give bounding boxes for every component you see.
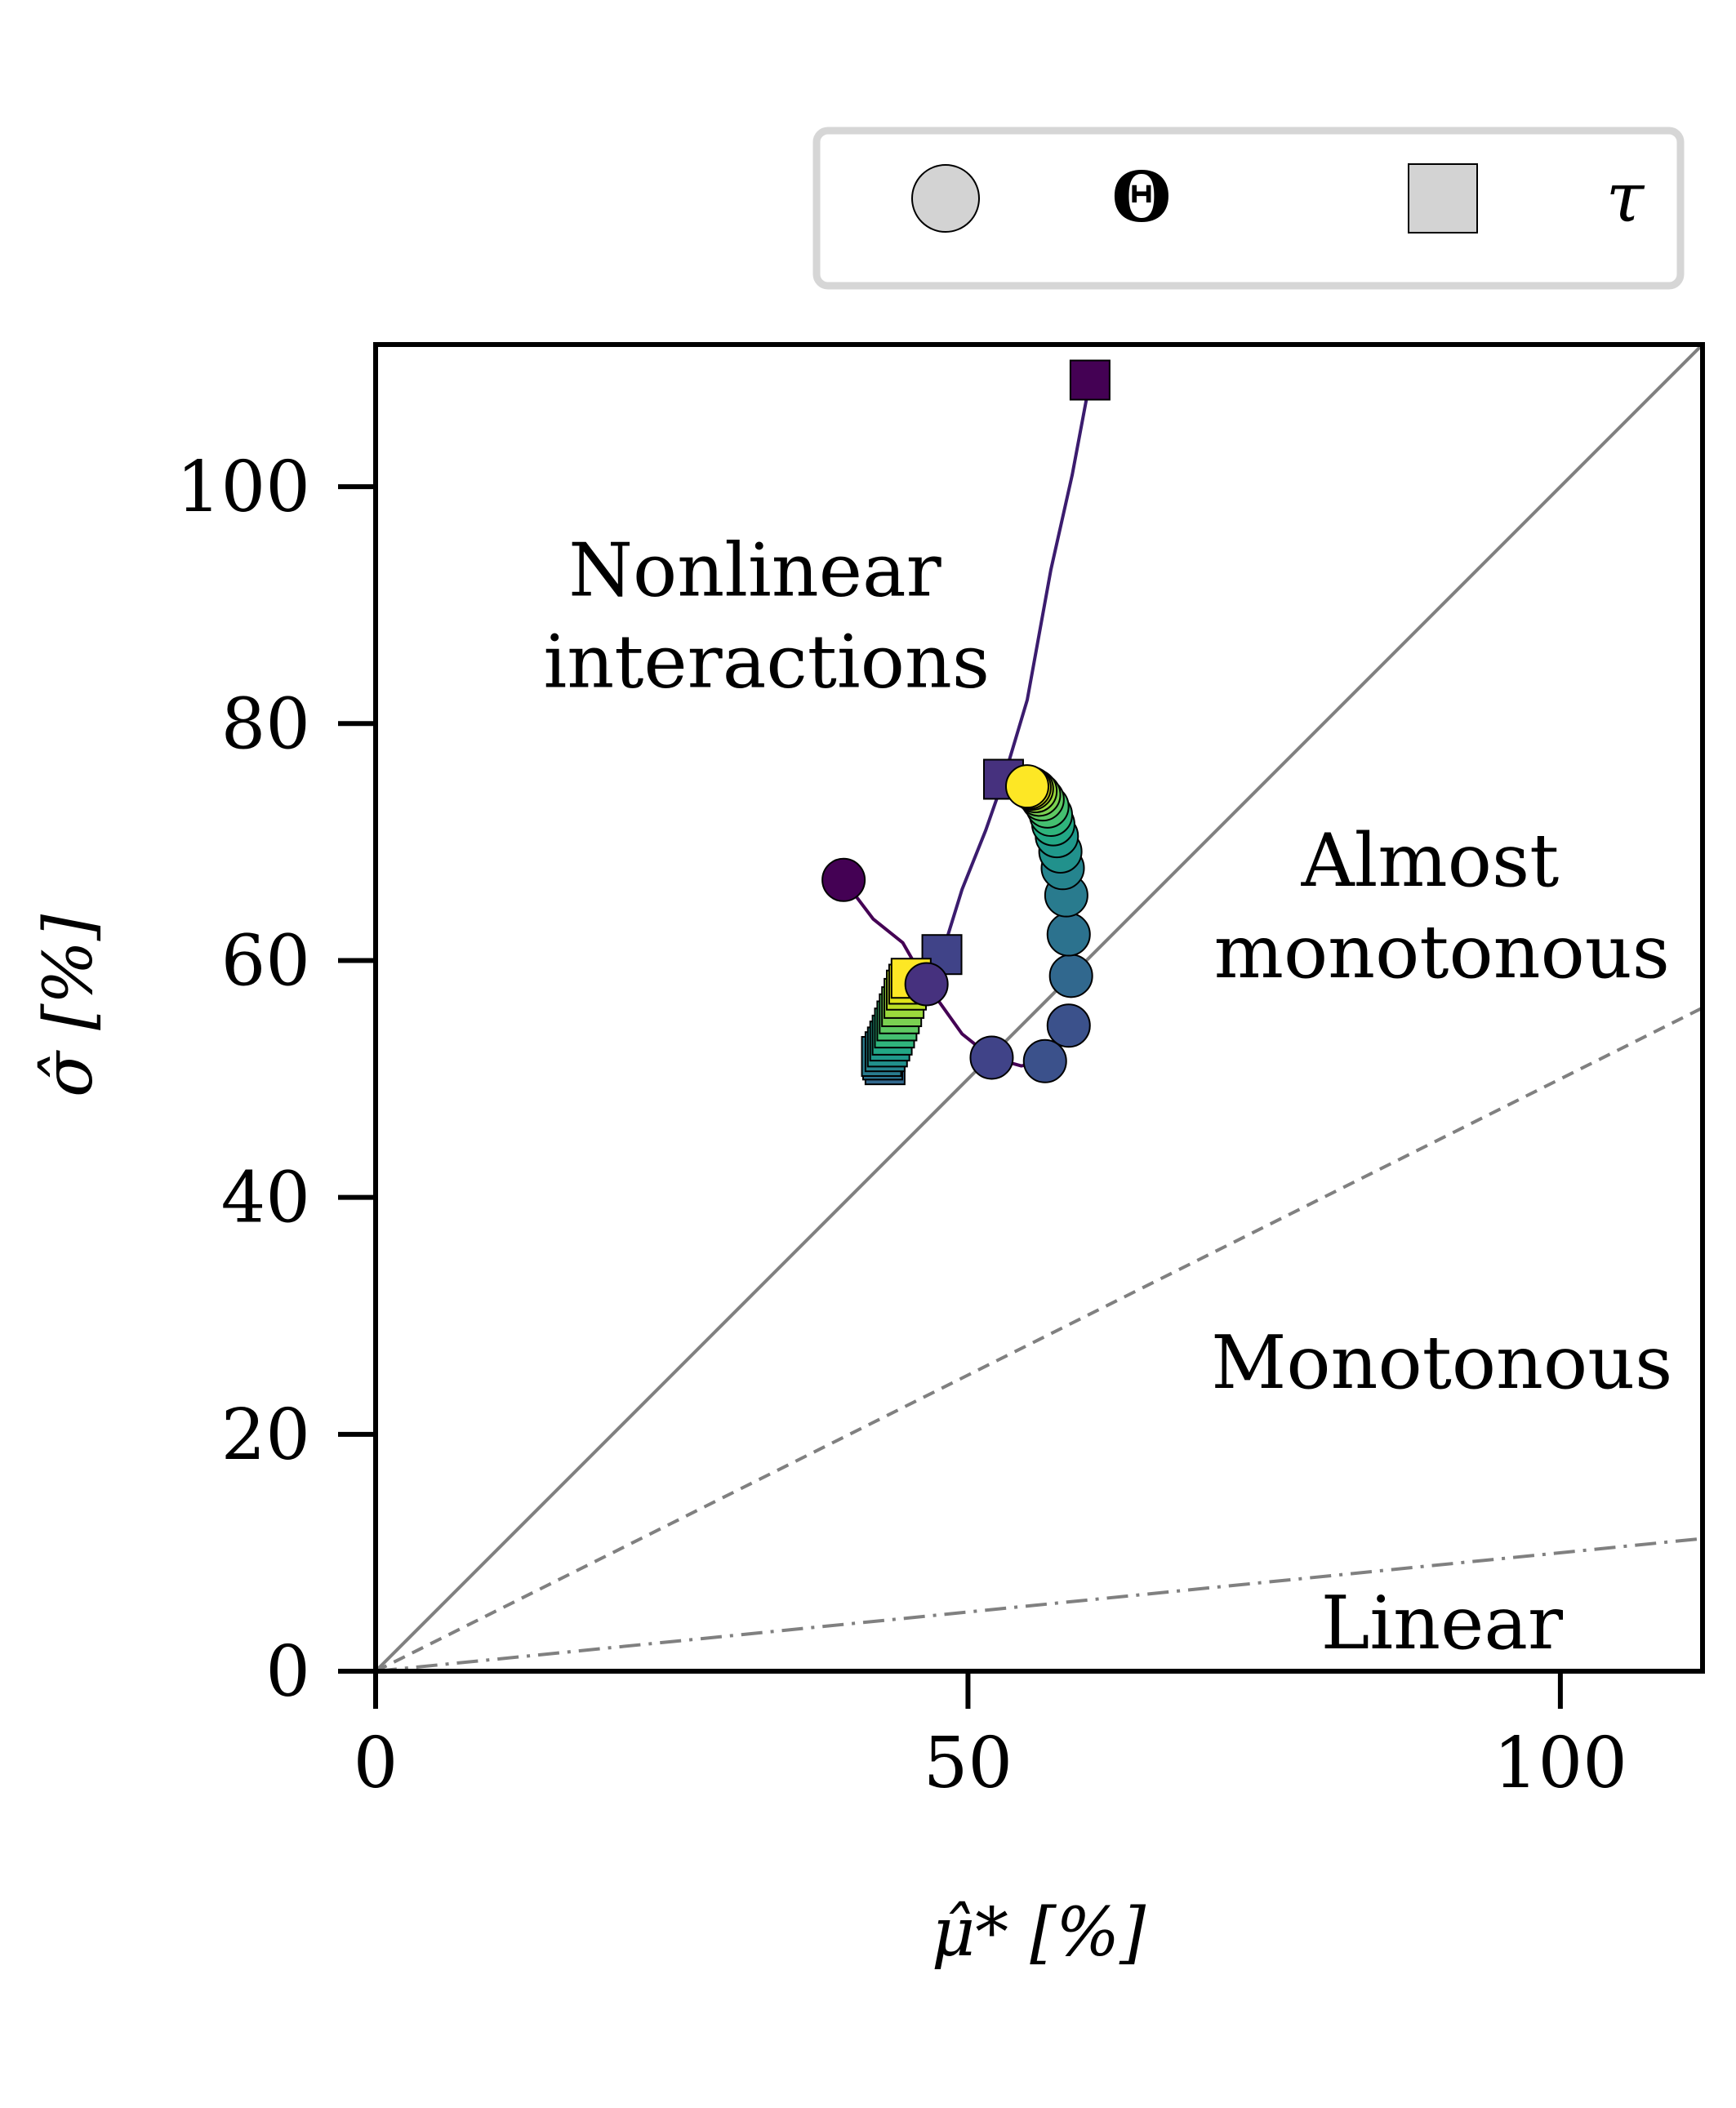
legend-square-marker: [1408, 163, 1478, 233]
theta-point-6: [1046, 912, 1091, 957]
theta-point-1: [904, 962, 949, 1007]
region-labels: Nonlinear interactions Almost monotonous…: [544, 528, 1673, 1666]
reference-line-nonlinear: [376, 345, 1703, 1671]
y-tick-label: 40: [221, 1158, 310, 1239]
region-label-nonlinear: Nonlinear interactions: [544, 528, 990, 705]
y-axis-ticks: 0 20 40 60 80 100: [176, 447, 376, 1713]
tau-point-0: [1069, 359, 1111, 401]
axes-frame: [373, 342, 1705, 1674]
trend-curve-Θ-path: [842, 878, 1046, 1068]
trend-curves: [842, 380, 1092, 1068]
x-axis-label: μ̂* [%]: [932, 1894, 1146, 1972]
region-label-monotonous: Monotonous: [1211, 1320, 1672, 1406]
legend-circle-marker: [911, 164, 980, 233]
theta-point-19: [1004, 764, 1049, 809]
reference-line-linear: [376, 1537, 1703, 1671]
data-markers: [821, 359, 1111, 1086]
reference-lines: [376, 345, 1703, 1671]
x-axis-ticks: 0 50 100: [354, 1671, 1627, 1804]
y-tick-label: 60: [221, 920, 310, 1002]
theta-point-3: [1022, 1038, 1067, 1083]
y-axis-label: σ̂ [%]: [30, 914, 108, 1097]
theta-point-4: [1046, 1003, 1091, 1048]
y-tick-label: 0: [265, 1631, 310, 1713]
theta-point-2: [969, 1035, 1014, 1080]
x-tick-label: 0: [354, 1723, 398, 1804]
theta-point-5: [1048, 954, 1093, 998]
region-label-almost-monotonous: Almost monotonous: [1214, 818, 1670, 995]
legend-tau-label: τ: [1606, 158, 1645, 238]
y-tick-label: 80: [221, 683, 310, 765]
legend-theta-label: Θ: [1111, 157, 1171, 238]
x-tick-label: 100: [1493, 1723, 1627, 1804]
y-tick-label: 20: [221, 1394, 310, 1476]
theta-point-0: [821, 857, 866, 902]
y-tick-label: 100: [176, 447, 310, 528]
x-tick-label: 50: [924, 1723, 1013, 1804]
legend: Θ τ: [812, 127, 1685, 290]
region-label-linear: Linear: [1321, 1581, 1564, 1666]
reference-line-monotonous: [376, 1006, 1703, 1671]
